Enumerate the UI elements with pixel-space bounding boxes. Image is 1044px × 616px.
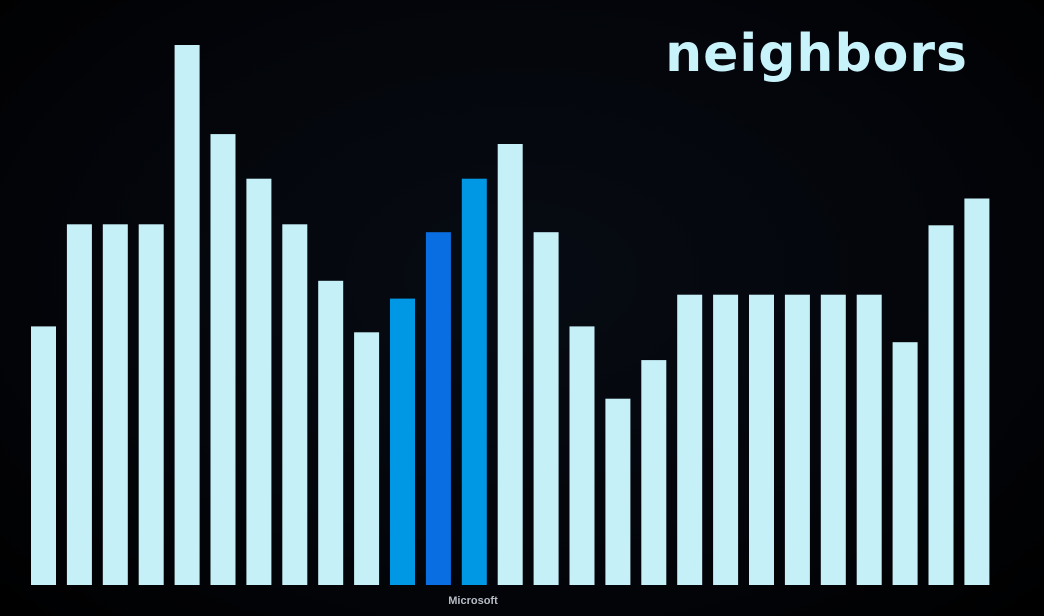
bar-25 <box>892 342 918 585</box>
bar-9 <box>318 280 344 585</box>
bar-21 <box>749 294 774 585</box>
bar-14 <box>497 144 523 585</box>
bar-10 <box>354 332 380 585</box>
slide-title: neighbors <box>665 24 968 84</box>
bar-15 <box>533 232 559 585</box>
bar-19 <box>677 294 703 585</box>
bar-7 <box>246 178 272 585</box>
bar-20 <box>713 294 739 585</box>
bar-neighbor-11 <box>390 298 415 585</box>
bar-8 <box>282 224 308 586</box>
bar-17 <box>605 398 631 585</box>
bar-2 <box>66 224 92 586</box>
bar-5 <box>174 45 200 585</box>
bar-23 <box>820 294 846 585</box>
bar-3 <box>102 224 128 586</box>
bar-6 <box>210 134 236 585</box>
microsoft-wordmark: Microsoft <box>448 595 498 607</box>
bar-26 <box>928 225 954 586</box>
bar-1 <box>31 326 56 585</box>
bar-27 <box>964 198 990 585</box>
bar-16 <box>569 326 595 585</box>
bar-24 <box>856 294 882 585</box>
bar-selected-12 <box>425 232 451 585</box>
bar-neighbor-13 <box>461 178 487 585</box>
bar-22 <box>784 294 810 585</box>
bar-4 <box>138 224 164 586</box>
bar-18 <box>641 360 667 585</box>
